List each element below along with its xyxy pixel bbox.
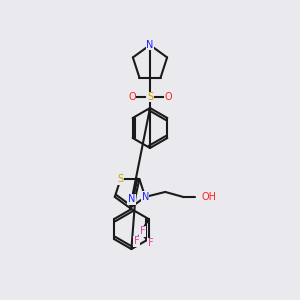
Text: S: S <box>147 92 153 102</box>
Text: N: N <box>146 40 154 50</box>
Text: N: N <box>128 194 135 204</box>
Text: O: O <box>128 92 136 102</box>
Text: F: F <box>148 238 154 248</box>
Text: F: F <box>134 236 140 246</box>
Text: N: N <box>142 192 149 202</box>
Text: O: O <box>164 92 172 102</box>
Text: F: F <box>140 226 146 236</box>
Text: OH: OH <box>201 192 216 202</box>
Text: S: S <box>118 174 124 184</box>
